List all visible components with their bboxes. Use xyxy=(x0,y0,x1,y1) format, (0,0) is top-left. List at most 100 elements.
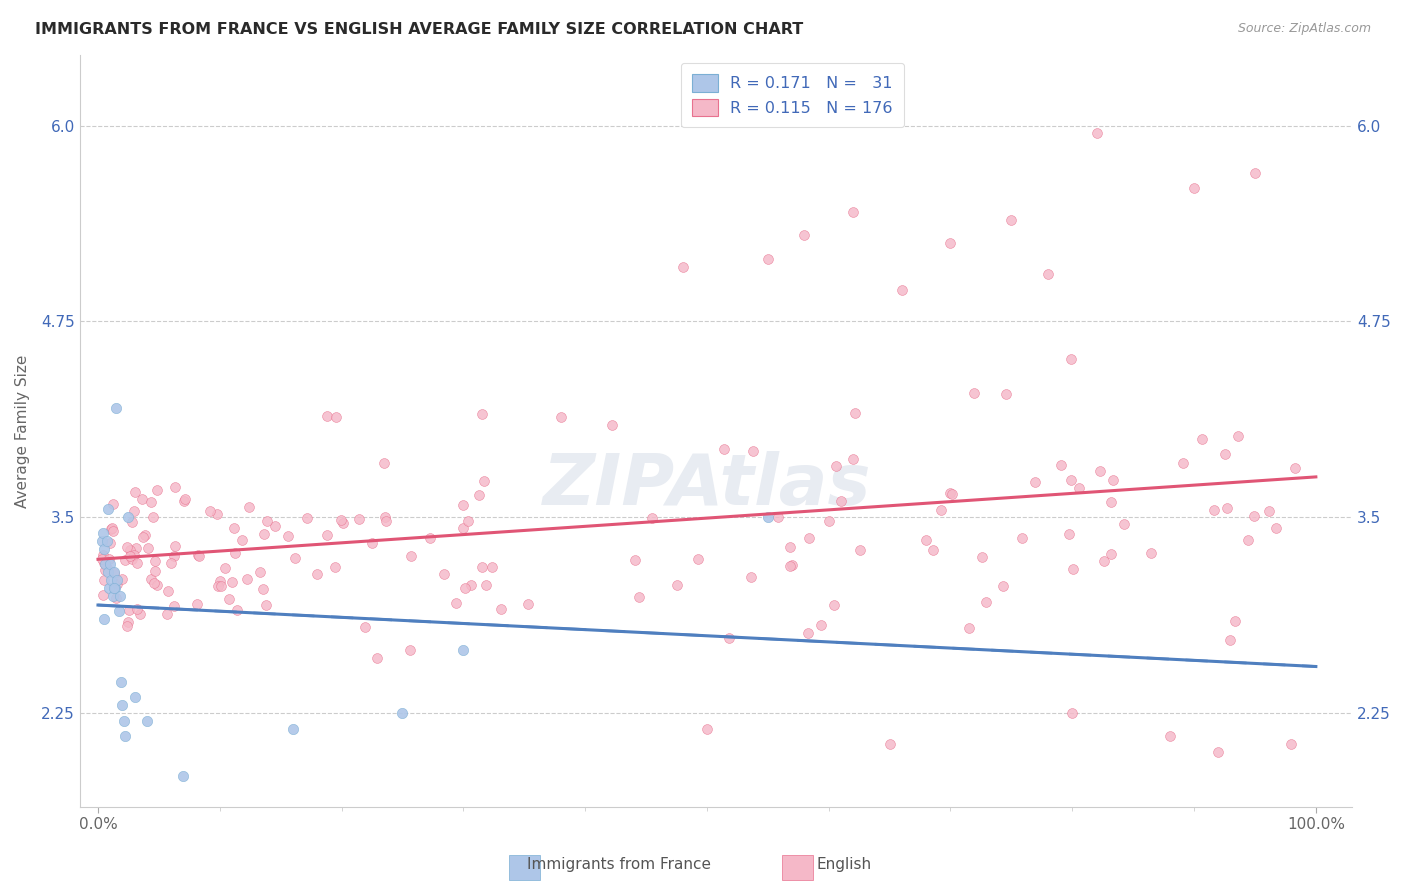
Point xyxy=(124,504,146,518)
Point xyxy=(332,516,354,531)
Point xyxy=(225,603,247,617)
Point xyxy=(307,566,329,581)
Point xyxy=(941,487,963,501)
Point xyxy=(793,228,815,243)
Point xyxy=(163,539,186,553)
Point xyxy=(93,557,115,571)
Point xyxy=(157,583,180,598)
Point xyxy=(124,484,146,499)
Point xyxy=(922,543,945,558)
Point xyxy=(454,581,477,595)
Point xyxy=(329,513,352,527)
Point xyxy=(823,599,845,613)
Point xyxy=(141,494,163,508)
Point xyxy=(325,410,347,425)
Point xyxy=(1281,737,1303,751)
Point xyxy=(1243,509,1265,524)
Point xyxy=(231,533,253,548)
Point xyxy=(1112,517,1135,532)
Point xyxy=(118,603,141,617)
Point xyxy=(107,573,129,587)
Point xyxy=(222,521,245,535)
Point xyxy=(1085,127,1108,141)
Point xyxy=(640,511,662,525)
Point xyxy=(115,618,138,632)
Point xyxy=(93,573,115,587)
Point xyxy=(453,521,475,535)
Point xyxy=(316,409,339,423)
Point xyxy=(105,591,128,606)
Point xyxy=(929,503,952,517)
Point xyxy=(122,548,145,562)
Point xyxy=(779,559,801,574)
Point xyxy=(101,589,124,603)
Text: Source: ZipAtlas.com: Source: ZipAtlas.com xyxy=(1237,22,1371,36)
Point xyxy=(766,510,789,524)
Point xyxy=(472,474,495,488)
Point xyxy=(104,581,127,595)
Point xyxy=(471,560,494,574)
Point xyxy=(205,507,228,521)
Point xyxy=(974,595,997,609)
Point xyxy=(1213,447,1236,461)
Point xyxy=(398,643,420,657)
Point xyxy=(256,514,278,528)
Point xyxy=(263,519,285,533)
Point xyxy=(842,204,865,219)
Point xyxy=(224,546,246,560)
Point xyxy=(360,536,382,550)
Point xyxy=(91,588,114,602)
Point xyxy=(366,651,388,665)
Point xyxy=(600,418,623,433)
Point xyxy=(399,549,422,564)
Point xyxy=(125,541,148,555)
Point xyxy=(1244,166,1267,180)
Point xyxy=(1036,268,1059,282)
Point xyxy=(249,565,271,579)
Point xyxy=(124,690,146,705)
Point xyxy=(991,579,1014,593)
Point xyxy=(117,510,139,524)
Point xyxy=(817,514,839,528)
Point xyxy=(391,706,413,720)
Point xyxy=(172,769,194,783)
Point xyxy=(163,599,186,614)
Point xyxy=(163,549,186,563)
Point xyxy=(98,535,121,549)
Point xyxy=(90,533,112,548)
Point xyxy=(103,581,125,595)
Point xyxy=(1237,533,1260,548)
Point xyxy=(214,561,236,575)
Y-axis label: Average Family Size: Average Family Size xyxy=(15,354,30,508)
Point xyxy=(207,579,229,593)
Point xyxy=(173,494,195,508)
Point xyxy=(252,582,274,596)
Point xyxy=(111,572,134,586)
Point xyxy=(254,598,277,612)
Point xyxy=(159,556,181,570)
Point xyxy=(125,601,148,615)
Point xyxy=(914,533,936,547)
Point xyxy=(471,407,494,421)
Point xyxy=(94,558,117,572)
Point xyxy=(96,533,118,548)
Point xyxy=(96,561,118,575)
Point xyxy=(844,407,866,421)
Point xyxy=(1011,531,1033,545)
Legend: R = 0.171   N =   31, R = 0.115   N = 176: R = 0.171 N = 31, R = 0.115 N = 176 xyxy=(681,63,904,128)
Point xyxy=(127,557,149,571)
Point xyxy=(120,542,142,557)
Point xyxy=(957,621,980,635)
Point xyxy=(284,551,307,566)
Point xyxy=(879,737,901,751)
Point xyxy=(118,549,141,563)
Point xyxy=(1204,503,1226,517)
Point xyxy=(100,522,122,536)
Point xyxy=(114,730,136,744)
Point xyxy=(131,530,153,544)
Point xyxy=(623,552,645,566)
Point xyxy=(1159,730,1181,744)
Point xyxy=(962,386,984,401)
Point xyxy=(1000,212,1022,227)
Point xyxy=(131,492,153,507)
